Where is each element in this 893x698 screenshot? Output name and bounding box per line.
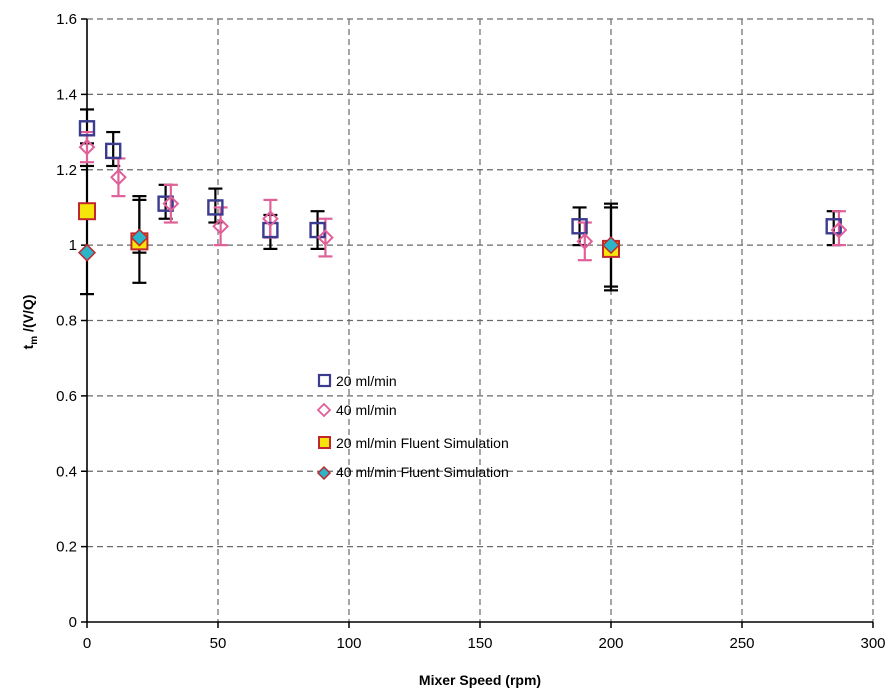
data-point-20ml-fluent: [78, 202, 96, 221]
y-axis-title-rest: /(V/Q): [20, 295, 36, 336]
x-tick-label: 200: [598, 635, 623, 652]
legend-item-40-ml-min: 40 ml/min: [316, 402, 397, 418]
data-point-20ml: [825, 218, 842, 235]
legend-label-2: 40 ml/min: [336, 402, 397, 418]
data-points: [77, 120, 848, 262]
x-tick-label: 300: [860, 635, 885, 652]
legend-label-3: 20 ml/min Fluent Simulation: [336, 435, 509, 451]
legend-label-4: 40 ml/min Fluent Simulation: [336, 464, 509, 480]
data-point-40ml: [162, 195, 180, 213]
data-point-40ml: [212, 217, 230, 235]
legend-marker-filled-diamond: [316, 465, 332, 481]
x-tick-label: 0: [83, 635, 91, 652]
y-tick-label: 0.8: [56, 313, 77, 330]
x-tick-label: 150: [467, 635, 492, 652]
y-tick-label: 1: [69, 237, 77, 254]
error-bars: [80, 108, 846, 296]
data-point-20ml: [207, 199, 224, 216]
axes: [81, 18, 874, 628]
y-axis-title-main: t: [20, 344, 36, 349]
grid-lines: [87, 18, 874, 622]
data-point-40ml: [830, 221, 848, 239]
legend-marker-open-diamond: [316, 402, 332, 418]
data-point-20ml: [571, 218, 588, 235]
y-tick-label: 1.6: [56, 11, 77, 28]
legend-marker-open-square: [317, 373, 332, 388]
y-axis-title: tm /(V/Q): [20, 295, 40, 350]
y-tick-label: 0: [69, 614, 77, 631]
x-axis-title: Mixer Speed (rpm): [419, 672, 541, 688]
data-point-40ml: [261, 210, 279, 228]
legend-item-20-ml-min: 20 ml/min: [317, 373, 397, 389]
data-point-40ml: [576, 232, 594, 250]
y-tick-label: 0.4: [56, 463, 77, 480]
data-point-40ml-fluent: [130, 228, 149, 247]
legend-item-40-ml-min-fluent: 40 ml/min Fluent Simulation: [316, 464, 509, 481]
data-point-40ml: [78, 138, 96, 156]
data-point-20ml: [104, 142, 122, 160]
data-point-40ml-fluent: [601, 236, 621, 255]
x-tick-label: 50: [210, 635, 227, 652]
x-tick-label: 100: [336, 635, 361, 652]
data-point-20ml: [78, 120, 96, 137]
data-point-20ml: [157, 195, 174, 212]
legend-item-20-ml-min-fluent: 20 ml/min Fluent Simulation: [318, 435, 509, 451]
data-point-40ml-fluent: [77, 243, 97, 262]
y-tick-label: 0.6: [56, 388, 77, 405]
x-tick-label: 250: [729, 635, 754, 652]
y-tick-label: 0.2: [56, 539, 77, 556]
y-tick-label: 1.4: [56, 86, 77, 103]
data-point-40ml: [110, 168, 127, 186]
legend: 20 ml/min 40 ml/min 20 ml/min Fluent Sim…: [316, 373, 509, 481]
legend-label-1: 20 ml/min: [336, 373, 397, 389]
legend-marker-filled-square: [318, 436, 331, 449]
tick-labels: 0 0.2 0.4 0.6 0.8 1 1.2 1.4 1.6 0 50 100 150 200 250 30…: [56, 11, 885, 652]
data-point-40ml: [317, 229, 334, 247]
data-point-20ml: [262, 221, 279, 239]
y-axis-title-sub: m: [29, 336, 40, 345]
y-tick-label: 1.2: [56, 162, 77, 179]
